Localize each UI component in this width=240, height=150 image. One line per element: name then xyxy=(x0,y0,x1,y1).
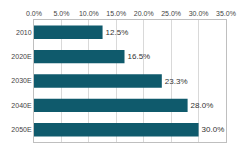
svg-text:35.0%: 35.0% xyxy=(216,10,236,17)
svg-text:2050E: 2050E xyxy=(11,126,32,133)
svg-text:0.0%: 0.0% xyxy=(26,10,42,17)
svg-text:20.0%: 20.0% xyxy=(134,10,154,17)
svg-text:25.0%: 25.0% xyxy=(161,10,181,17)
svg-text:30.0%: 30.0% xyxy=(189,10,209,17)
svg-text:15.0%: 15.0% xyxy=(106,10,126,17)
svg-text:2020E: 2020E xyxy=(11,53,32,60)
svg-text:5.0%: 5.0% xyxy=(53,10,69,17)
svg-text:2030E: 2030E xyxy=(11,77,32,84)
svg-text:2010: 2010 xyxy=(16,29,32,36)
svg-text:10.0%: 10.0% xyxy=(79,10,99,17)
svg-text:30.0%: 30.0% xyxy=(202,125,225,134)
svg-text:12.5%: 12.5% xyxy=(106,28,129,37)
svg-text:2040E: 2040E xyxy=(11,102,32,109)
svg-text:23.3%: 23.3% xyxy=(165,77,188,86)
svg-text:16.5%: 16.5% xyxy=(128,52,151,61)
svg-text:28.0%: 28.0% xyxy=(191,101,214,110)
